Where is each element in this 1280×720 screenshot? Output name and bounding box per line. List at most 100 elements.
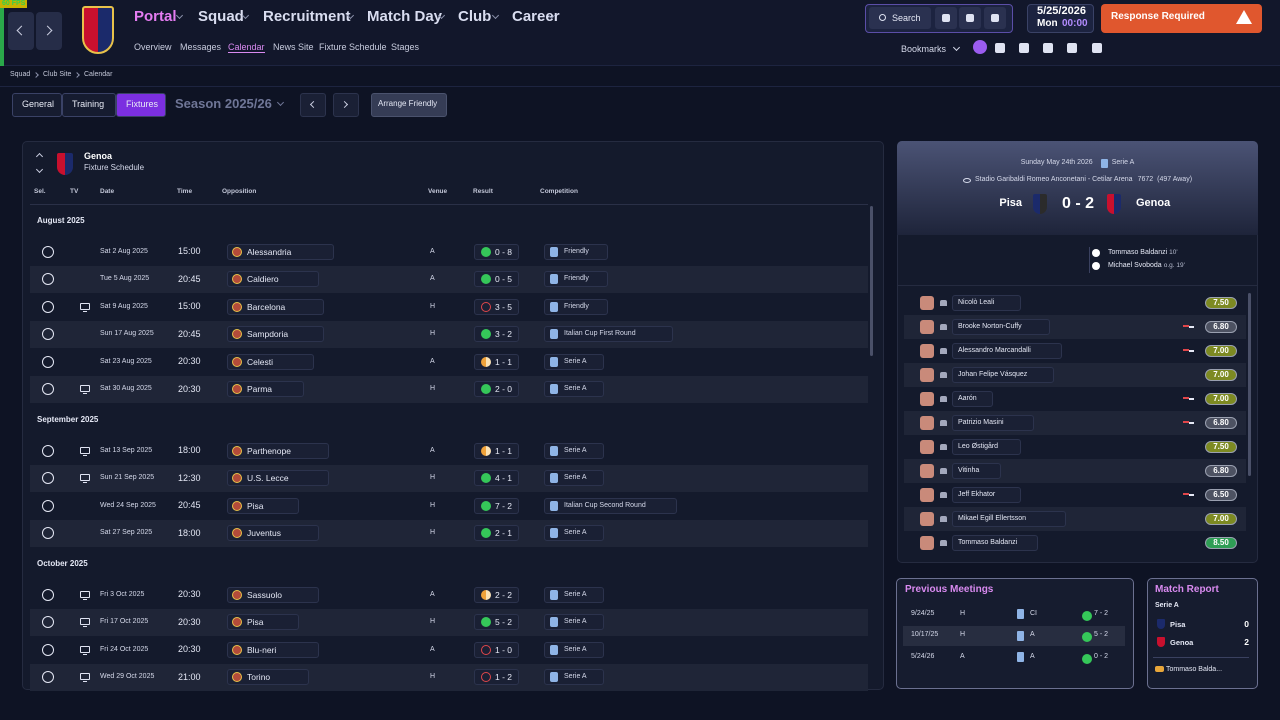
select-radio[interactable] [42,527,54,540]
next-button[interactable] [333,93,359,117]
opposition-pill[interactable] [227,271,319,288]
competition-pill[interactable] [544,497,678,514]
season-selector[interactable]: Season 2025/26 [175,96,272,112]
arrange-button[interactable] [371,93,447,117]
view-tab[interactable] [62,93,116,117]
bookmark-icon[interactable] [1092,43,1102,53]
player-pill[interactable] [952,463,1001,479]
competition-pill[interactable] [544,470,605,487]
competition-pill[interactable] [544,381,605,398]
sub-menu[interactable]: Stages [391,41,420,52]
bookmarks-label[interactable]: Bookmarks [901,43,947,54]
sub-menu[interactable]: Calendar [228,41,265,54]
competition-pill[interactable] [544,271,609,288]
sub-menu[interactable]: Overview [134,41,172,52]
opposition-pill[interactable] [227,586,319,603]
main-menu[interactable]: Portal [134,8,177,25]
competition-pill[interactable] [544,641,605,658]
competition-pill[interactable] [544,669,605,686]
sub-menu[interactable]: News Site [273,41,314,52]
fixture-row[interactable] [30,320,868,348]
competition-pill[interactable] [544,326,673,343]
player-pill[interactable] [952,319,1050,335]
select-radio[interactable] [42,671,54,684]
opposition-pill[interactable] [227,353,314,370]
player-pill[interactable] [952,367,1054,383]
opposition-pill[interactable] [227,470,329,487]
fixture-row[interactable] [30,375,868,403]
select-radio[interactable] [42,300,54,313]
sub-menu[interactable]: Messages [180,41,222,52]
competition-pill[interactable] [544,525,605,542]
player-pill[interactable] [952,487,1022,503]
opposition-pill[interactable] [227,243,334,260]
select-radio[interactable] [42,643,54,656]
prev-button[interactable] [300,93,326,117]
select-radio[interactable] [42,328,54,341]
sub-menu[interactable]: Fixture Schedule [319,41,387,52]
breadcrumb-item[interactable]: Calendar [84,70,113,78]
response-button[interactable] [1101,4,1262,33]
opposition-pill[interactable] [227,442,329,459]
select-radio[interactable] [42,383,54,396]
fixture-row[interactable] [30,581,868,609]
fixture-row[interactable] [30,636,868,664]
forward-button[interactable] [36,12,62,50]
view-tab[interactable] [12,93,62,117]
opposition-pill[interactable] [227,641,319,658]
player-pill[interactable] [952,295,1022,311]
opposition-pill[interactable] [227,381,304,398]
main-menu[interactable]: Recruitment [263,8,351,25]
report-panel [1147,578,1258,689]
fixture-row[interactable] [30,238,868,266]
fixture-row[interactable] [30,437,868,465]
player-pill[interactable] [952,415,1034,431]
bookmark-icon[interactable] [1067,43,1077,53]
main-menu[interactable]: Club [458,8,492,25]
opposition-pill[interactable] [227,326,324,343]
select-radio[interactable] [42,499,54,512]
competition-pill[interactable] [544,614,605,631]
competition-pill[interactable] [544,353,605,370]
select-radio[interactable] [42,355,54,368]
bookmark-icon[interactable] [1019,43,1029,53]
bookmark-icon[interactable] [1043,43,1053,53]
breadcrumb-item[interactable]: Club Site [43,70,72,78]
bookmark-icon[interactable] [995,43,1005,53]
fixture-row[interactable] [30,464,868,492]
select-radio[interactable] [42,588,54,601]
competition-pill[interactable] [544,586,605,603]
opposition-pill[interactable] [227,497,299,514]
select-radio[interactable] [42,444,54,457]
opposition-pill[interactable] [227,614,299,631]
player-pill[interactable] [952,511,1067,527]
fixture-row[interactable] [30,608,868,636]
select-radio[interactable] [42,616,54,629]
fixture-row[interactable] [30,293,868,321]
fixture-row[interactable] [30,519,868,547]
main-menu[interactable]: Squad [198,8,244,25]
fixture-row[interactable] [30,265,868,293]
main-menu[interactable]: Career [512,8,560,25]
fixture-row[interactable] [30,348,868,376]
main-menu[interactable]: Match Day [367,8,443,25]
select-radio[interactable] [42,273,54,286]
view-tab[interactable] [116,93,166,117]
back-button[interactable] [8,12,34,50]
search-button[interactable] [869,7,931,29]
breadcrumb-item[interactable]: Squad [10,70,31,78]
date-box[interactable] [1027,4,1094,33]
select-radio[interactable] [42,245,54,258]
player-pill[interactable] [952,535,1038,551]
fixture-row[interactable] [30,663,868,691]
competition-pill[interactable] [544,243,609,260]
competition-pill[interactable] [544,442,605,459]
player-pill[interactable] [952,343,1063,359]
opposition-pill[interactable] [227,669,309,686]
opposition-pill[interactable] [227,298,324,315]
competition-pill[interactable] [544,298,609,315]
player-pill[interactable] [952,439,1022,455]
player-pill[interactable] [952,391,993,407]
opposition-pill[interactable] [227,525,319,542]
select-radio[interactable] [42,472,54,485]
